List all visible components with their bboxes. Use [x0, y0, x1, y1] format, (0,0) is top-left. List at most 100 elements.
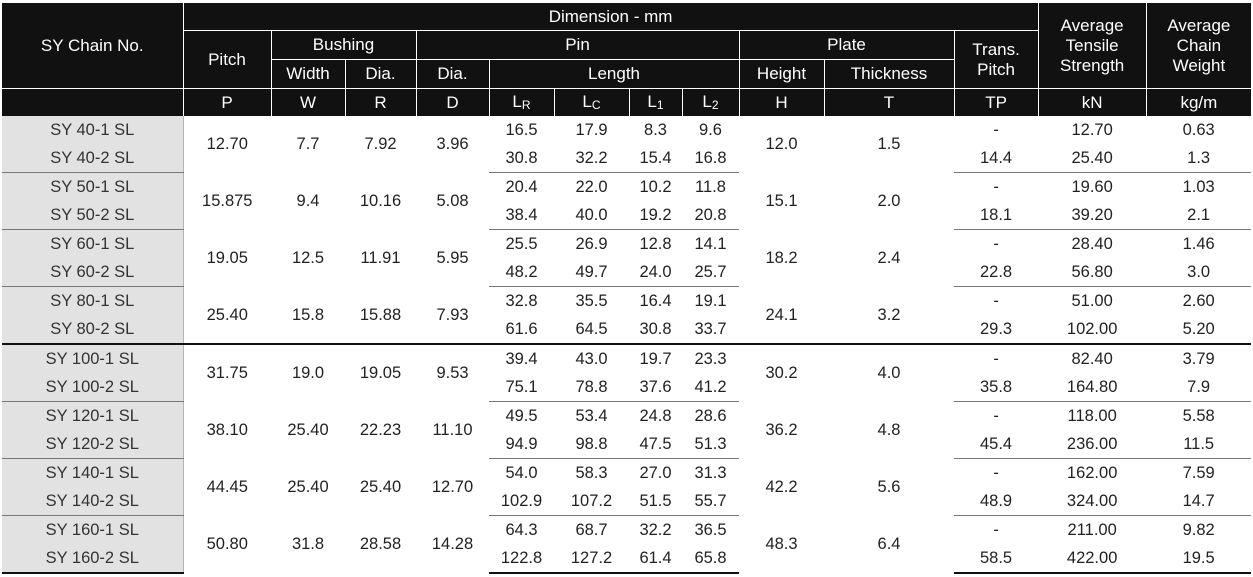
- pin-l2-cell: 11.8: [695, 178, 726, 196]
- chain-weight-cell: 7.59: [1182, 464, 1215, 482]
- pin-l1-cell: 24.8: [639, 407, 672, 425]
- trans-pitch-cell: -: [993, 464, 999, 482]
- pin-lr-cell: 30.8: [489, 144, 554, 173]
- tensile-strength-cell: 25.40: [1038, 144, 1147, 173]
- pin-lr-cell: 94.9: [489, 430, 554, 459]
- chain-no-cell: SY 120-2 SL: [2, 430, 184, 459]
- chain-no-cell: SY 120-1 SL: [2, 401, 184, 430]
- bushing-dia-cell: 28.58: [359, 535, 402, 554]
- bushing-width-cell: 19.0: [271, 343, 345, 402]
- symbol-row-spacer: [2, 88, 183, 116]
- symbol-t: T: [823, 88, 954, 116]
- bushing-width-cell: 7.7: [296, 135, 320, 154]
- bushing-width-cell: 12.5: [291, 249, 325, 267]
- symbol-l2: L2: [681, 88, 739, 116]
- chain-no-cell: SY 100-1 SL: [2, 343, 184, 373]
- pin-lr-cell: 20.4: [505, 178, 538, 196]
- plate-header: Plate: [738, 30, 954, 60]
- symbol-lc-sub: C: [591, 98, 601, 112]
- symbol-lr-sub: R: [521, 98, 531, 112]
- pin-dia-cell: 12.70: [431, 478, 474, 496]
- pin-dia-cell: 9.53: [416, 343, 489, 402]
- chain-group: SY 100-1 SL 31.75 19.0 19.05 9.53 39.4 43.0 19.…: [2, 343, 1252, 402]
- pin-l2-cell: 9.6: [699, 121, 722, 139]
- bushing-width-cell: 25.40: [287, 421, 329, 439]
- pin-l2-cell: 19.1: [694, 292, 727, 310]
- trans-pitch-cell: 58.5: [954, 544, 1039, 574]
- symbol-w: W: [270, 88, 345, 116]
- chain-weight-cell: 11.5: [1146, 430, 1252, 459]
- trans-pitch-header: Trans. Pitch: [953, 30, 1039, 89]
- chain-no-cell: SY 60-1 SL: [2, 229, 184, 258]
- table-row: SY 60-1 SL 19.05 12.5 11.91 5.95 25.5 26.9 12.8…: [2, 229, 1251, 267]
- chain-no-cell: SY 60-2 SL: [2, 258, 184, 287]
- tensile-strength-cell: 56.80: [1038, 258, 1147, 287]
- plate-height-cell: 15.1: [765, 192, 798, 210]
- tensile-strength-cell: 51.00: [1071, 292, 1113, 310]
- plate-thickness-cell: 2.4: [877, 249, 901, 267]
- bushing-width-cell: 31.8: [291, 535, 325, 554]
- bushing-dia-cell: 25.40: [359, 478, 402, 496]
- plate-thickness-cell: 6.4: [877, 535, 901, 554]
- chain-no-cell: SY 80-2 SL: [2, 315, 184, 345]
- tensile-strength-cell: 102.00: [1038, 315, 1147, 345]
- pitch-cell: 31.75: [183, 343, 271, 402]
- symbol-lc: LC: [553, 88, 629, 116]
- plate-thickness-cell: 4.0: [824, 343, 954, 402]
- plate-height-cell: 12.0: [765, 135, 798, 154]
- pin-l2-cell: 31.3: [694, 464, 727, 482]
- tensile-strength-cell: 422.00: [1038, 544, 1147, 574]
- pin-l2-cell: 36.5: [694, 521, 727, 539]
- table-row: SY 120-2 SL 94.9 98.8 47.5 51.3 45.4 236.00 11.…: [2, 430, 1252, 459]
- plate-thickness-cell: 4.8: [877, 421, 901, 439]
- pin-l2-cell: 16.8: [682, 144, 739, 173]
- table-row: SY 120-1 SL 38.10 25.40 22.23 11.10 49.5 53.4 2…: [2, 401, 1251, 439]
- plate-height-cell: 48.3: [765, 535, 798, 554]
- pin-lc-cell: 58.3: [575, 464, 608, 482]
- unit-kn: kN: [1037, 88, 1147, 116]
- pitch-cell: 25.40: [206, 305, 248, 324]
- symbol-lc-main: L: [582, 92, 592, 111]
- table-row: SY 140-1 SL 44.45 25.40 25.40 12.70 54.0 58.3 2…: [2, 458, 1251, 496]
- tensile-strength-cell: 236.00: [1038, 430, 1147, 459]
- bushing-dia-header: Dia.: [344, 59, 416, 89]
- plate-height-cell: 42.2: [765, 478, 798, 496]
- pin-lc-cell: 22.0: [575, 178, 608, 196]
- tensile-strength-cell: 82.40: [1038, 343, 1147, 373]
- trans-pitch-cell: -: [954, 343, 1039, 373]
- table-header: SY Chain No. Dimension - mm Average Tens…: [2, 3, 1252, 116]
- chain-no-cell: SY 140-1 SL: [2, 458, 184, 487]
- pin-length-header: Length: [488, 59, 739, 89]
- table-row: SY 50-1 SL 15.875 9.4 10.16 5.08 20.4 22.0 10.2…: [2, 172, 1251, 210]
- symbol-tp: TP: [953, 88, 1039, 116]
- symbol-r: R: [344, 88, 416, 116]
- pin-l1-cell: 19.2: [629, 201, 682, 230]
- bushing-dia-cell: 10.16: [359, 192, 402, 210]
- weight-line-3: Weight: [1172, 55, 1226, 75]
- pin-dia-cell: 5.08: [436, 192, 469, 210]
- plate-height-cell: 18.2: [765, 249, 798, 267]
- table-row: SY 40-2 SL 30.8 32.2 15.4 16.8 14.4 25.40 1.3: [2, 144, 1252, 173]
- pitch-cell: 50.80: [206, 535, 248, 554]
- tensile-strength-cell: 19.60: [1071, 178, 1113, 196]
- pin-dia-cell: 11.10: [432, 421, 473, 439]
- pin-l1-cell: 24.0: [629, 258, 682, 287]
- chain-no-cell: SY 160-1 SL: [2, 515, 184, 544]
- trans-pitch-cell: -: [993, 178, 999, 196]
- chain-spec-table: SY Chain No. Dimension - mm Average Tens…: [2, 3, 1252, 574]
- trans-pitch-cell: 45.4: [954, 430, 1039, 459]
- tensile-strength-cell: 118.00: [1067, 407, 1117, 425]
- pin-lc-cell: 78.8: [554, 373, 629, 402]
- plate-thickness-cell: 5.6: [877, 478, 901, 496]
- symbol-p: P: [182, 88, 271, 116]
- trans-pitch-cell: -: [993, 235, 999, 253]
- plate-height-cell: 30.2: [739, 343, 824, 402]
- pin-lr-cell: 61.6: [489, 315, 554, 345]
- bushing-width-cell: 15.8: [291, 305, 325, 324]
- pin-lc-cell: 35.5: [575, 292, 608, 310]
- bushing-dia-cell: 15.88: [359, 305, 402, 324]
- pin-lr-cell: 48.2: [489, 258, 554, 287]
- chain-group: SY 80-1 SL 25.40 15.8 15.88 7.93 32.8 35.5 16.4…: [2, 286, 1252, 345]
- pin-l1-cell: 30.8: [629, 315, 682, 345]
- bushing-dia-cell: 11.91: [360, 249, 401, 267]
